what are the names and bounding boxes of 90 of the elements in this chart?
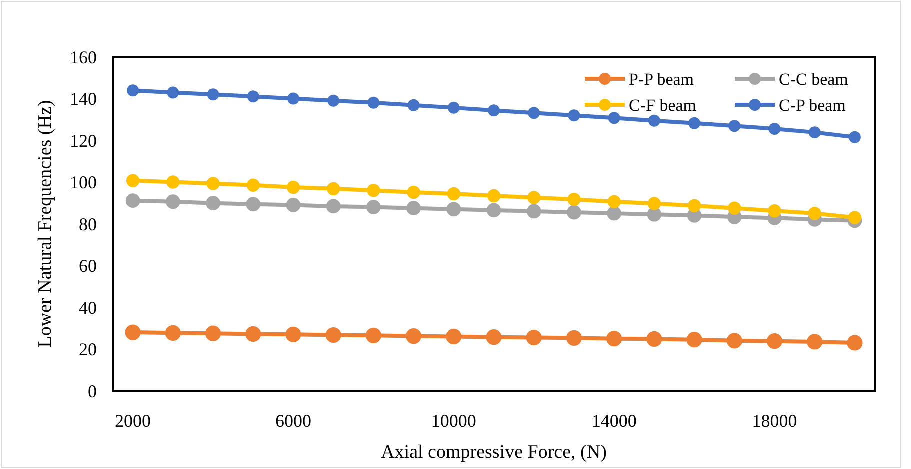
point: [246, 178, 260, 192]
point: [126, 194, 140, 208]
y-tick-label: 20: [79, 340, 97, 360]
point: [326, 182, 340, 196]
point: [446, 328, 462, 345]
y-tick-label: 0: [88, 381, 97, 402]
point: [166, 194, 180, 210]
point: [366, 200, 381, 214]
point: [567, 205, 582, 220]
legend-label: P-P beam: [629, 70, 694, 89]
point: [688, 199, 702, 212]
point: [608, 112, 620, 124]
point: [486, 330, 502, 346]
point: [568, 110, 580, 122]
point: [366, 328, 382, 344]
y-axis-title: Lower Natural Frequencies (Hz): [35, 100, 56, 348]
point: [768, 123, 781, 136]
point: [526, 204, 542, 219]
x-tick-label: 14000: [592, 411, 637, 431]
point: [607, 206, 622, 221]
x-axis-title: Axial compressive Force, (N): [381, 442, 607, 463]
point: [728, 202, 742, 215]
point: [686, 332, 702, 348]
point: [286, 180, 300, 194]
point: [847, 335, 863, 351]
y-tick-label: 120: [70, 130, 97, 151]
x-tick-label: 6000: [275, 411, 312, 431]
point: [648, 197, 662, 210]
point: [808, 126, 821, 139]
point: [165, 325, 181, 341]
point: [446, 202, 462, 217]
point: [688, 117, 701, 130]
point: [286, 326, 302, 342]
point: [848, 211, 862, 224]
point: [407, 186, 420, 200]
point: [406, 328, 422, 344]
x-tick-label: 18000: [752, 411, 798, 431]
point: [326, 327, 342, 344]
point: [167, 86, 180, 99]
point: [646, 331, 662, 348]
legend-label: C-P beam: [779, 96, 846, 115]
point: [608, 195, 621, 208]
point: [768, 204, 782, 218]
point: [125, 324, 141, 340]
point: [448, 102, 460, 114]
point: [848, 131, 861, 144]
point: [205, 326, 222, 342]
point: [368, 96, 380, 109]
y-tick-label: 100: [70, 172, 97, 193]
point: [207, 88, 220, 101]
point: [328, 94, 340, 107]
y-tick-label: 160: [70, 47, 97, 68]
legend-label: C-F beam: [629, 96, 697, 115]
point: [648, 114, 660, 127]
point: [246, 326, 262, 342]
point: [246, 197, 261, 212]
point: [247, 90, 260, 103]
y-tick-label: 140: [70, 89, 97, 110]
point: [367, 184, 380, 198]
point: [486, 203, 502, 218]
point: [127, 84, 140, 97]
point: [166, 176, 180, 189]
y-tick-label: 60: [79, 256, 97, 276]
x-tick-label: 2000: [115, 411, 152, 431]
y-tick-label: 40: [79, 298, 97, 318]
point: [488, 104, 500, 117]
point: [566, 330, 582, 346]
point: [326, 199, 341, 214]
point: [447, 187, 460, 201]
point: [726, 333, 742, 349]
point: [287, 92, 300, 105]
point: [766, 334, 783, 350]
point: [528, 191, 541, 204]
x-tick-label: 10000: [431, 411, 476, 431]
point: [528, 107, 540, 120]
point: [487, 189, 501, 203]
point: [126, 174, 140, 188]
point: [406, 201, 421, 216]
point: [728, 120, 741, 132]
point: [807, 334, 823, 350]
legend-label: C-C beam: [779, 70, 848, 89]
point: [606, 331, 622, 347]
point: [526, 330, 542, 346]
point: [408, 99, 420, 112]
y-tick-label: 80: [79, 214, 97, 234]
point: [808, 206, 822, 220]
point: [206, 177, 220, 190]
point: [286, 198, 301, 212]
point: [568, 192, 581, 206]
point: [206, 196, 220, 211]
